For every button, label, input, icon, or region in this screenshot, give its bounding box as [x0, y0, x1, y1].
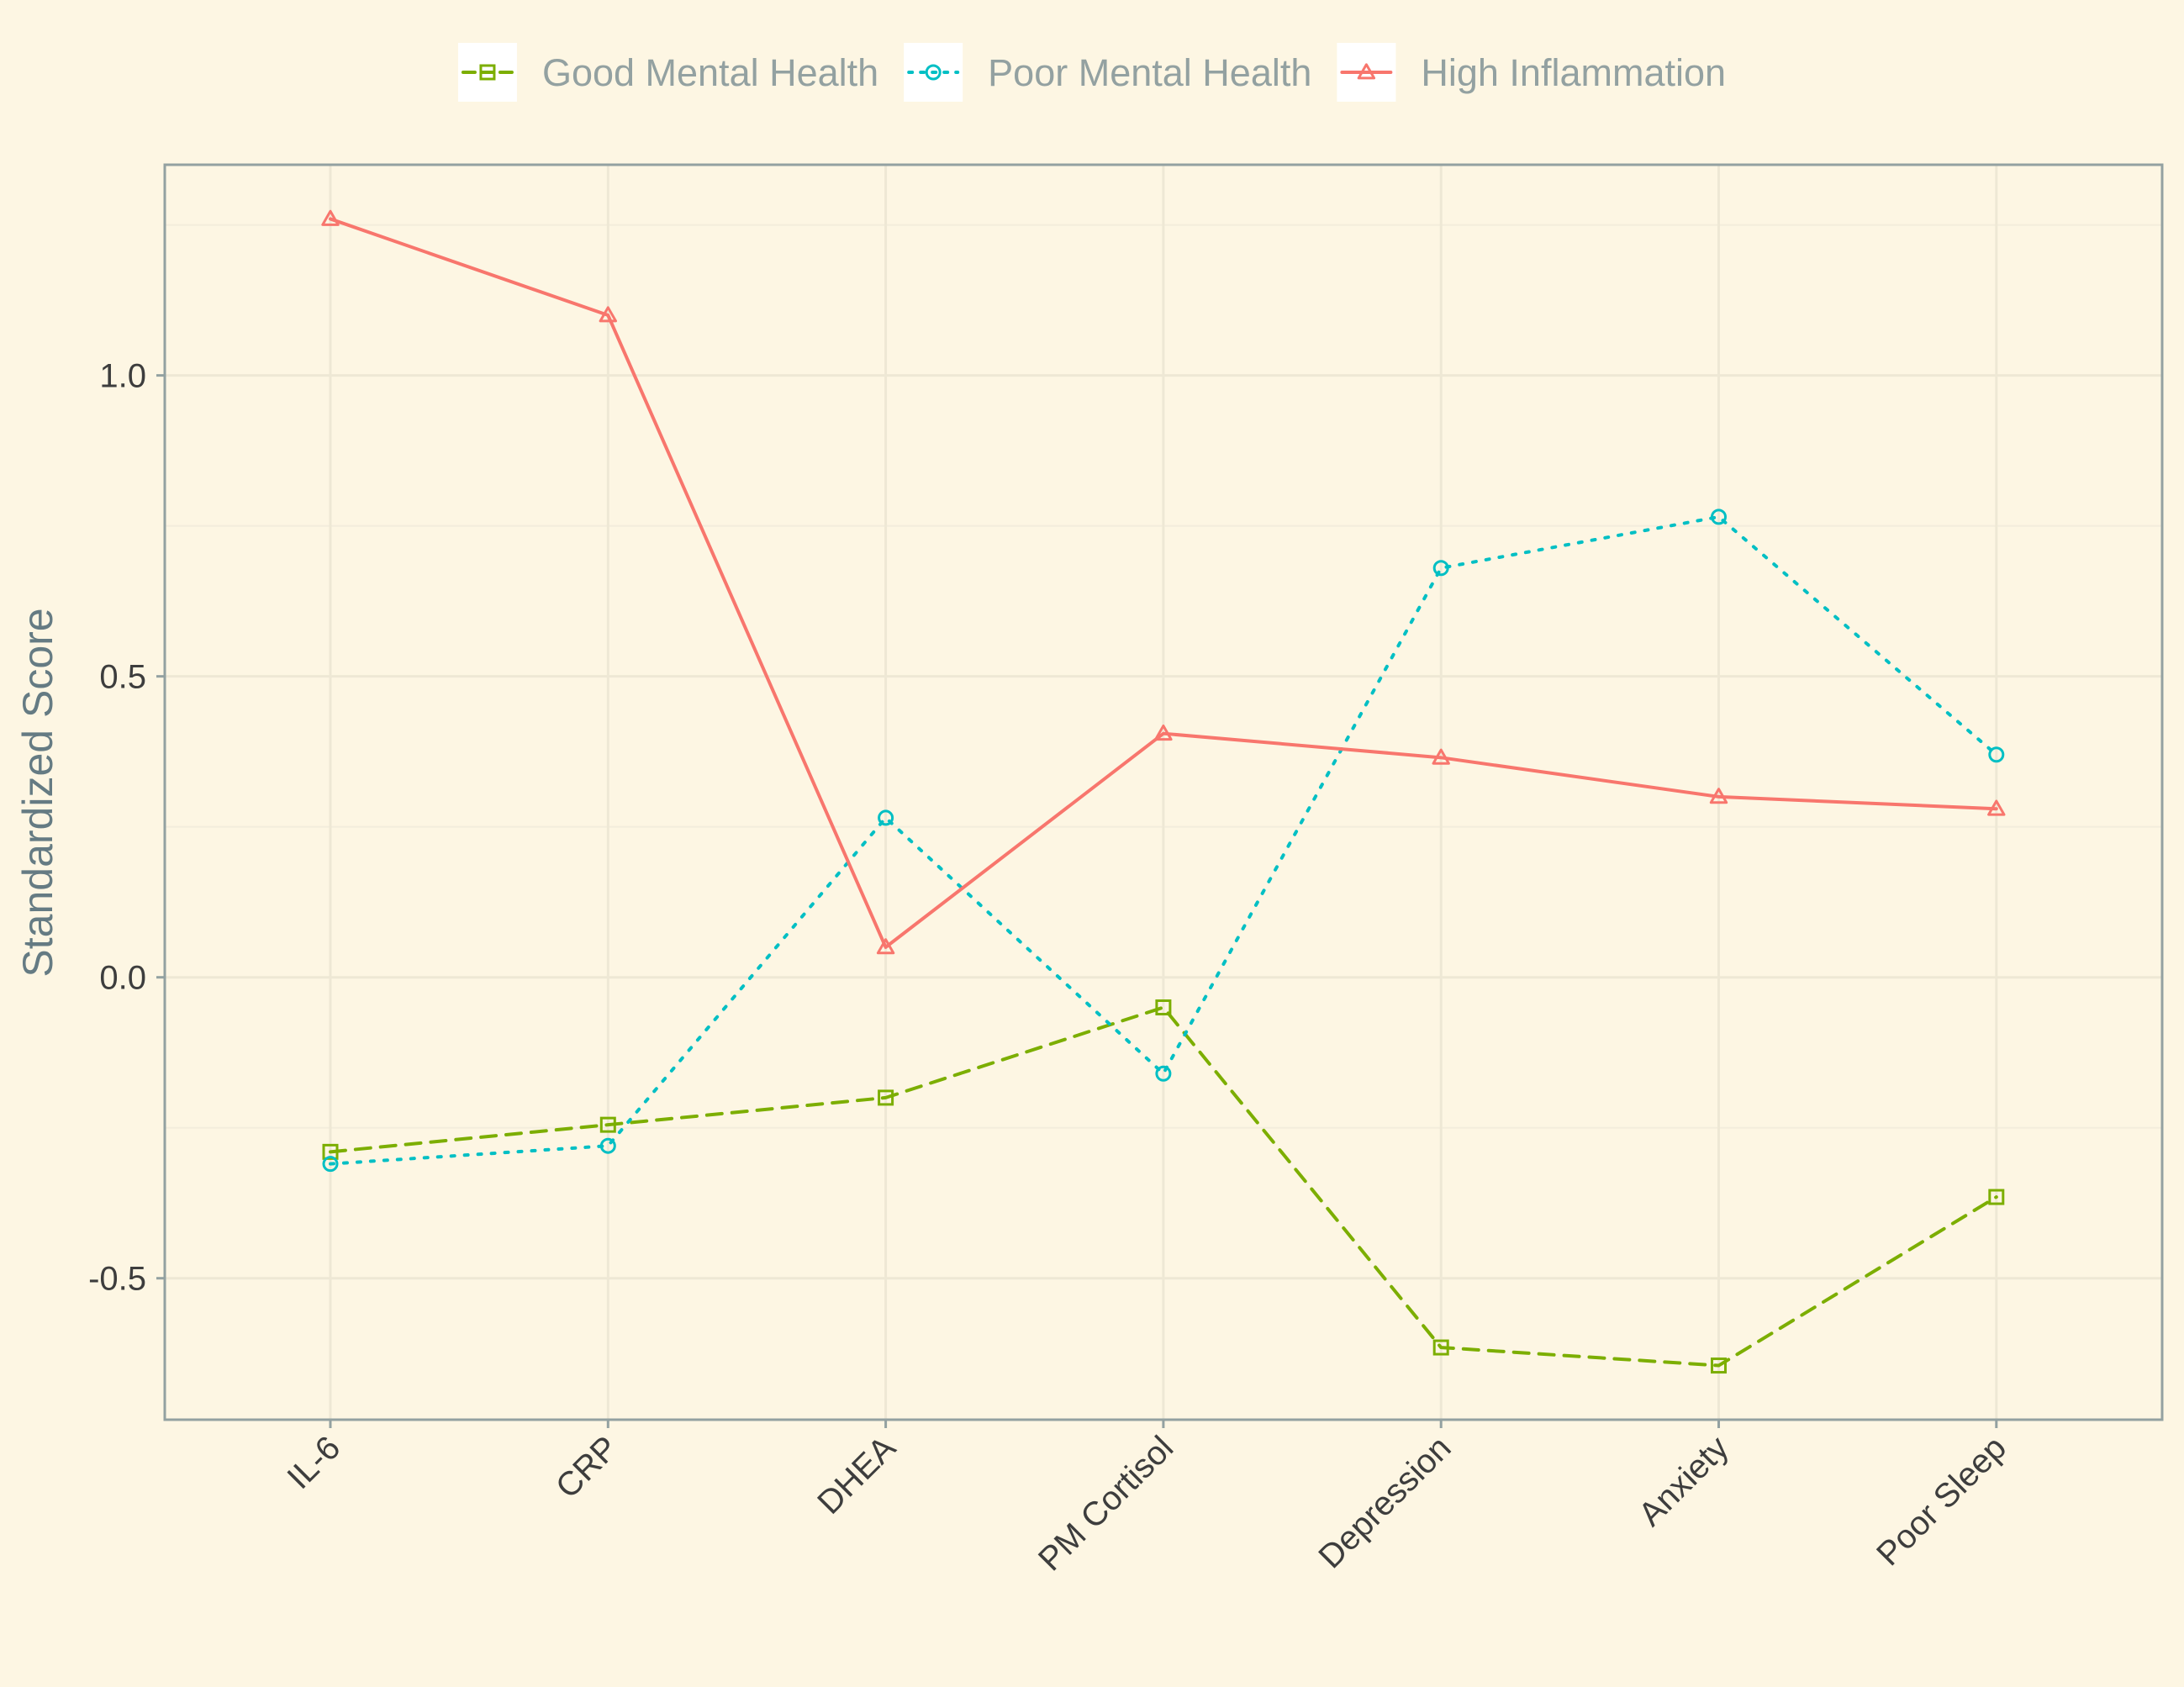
series-layer — [321, 209, 2006, 1374]
data-point-poor-mental-health — [1432, 560, 1449, 577]
legend-key-marker — [479, 64, 496, 81]
data-point-good-mental-health — [1988, 1189, 2005, 1205]
series-high-inflammation — [321, 209, 2006, 955]
legend-item-poor-mental-health: Poor Mental Health — [904, 43, 1311, 102]
data-point-good-mental-health — [1155, 999, 1172, 1015]
data-point-good-mental-health — [322, 1143, 339, 1160]
series-poor-mental-health — [322, 509, 2005, 1173]
y-tick-label: -0.5 — [88, 1261, 146, 1298]
data-point-good-mental-health — [1711, 1358, 1727, 1374]
data-point-high-inflammation — [1432, 748, 1450, 765]
legend-label: Poor Mental Health — [988, 51, 1311, 94]
y-axis-title: Standardized Score — [14, 608, 61, 977]
grid-lines — [165, 165, 2162, 1420]
legend: Good Mental Health Poor Mental Health High… — [457, 43, 1726, 102]
legend-item-good-mental-health: Good Mental Health — [457, 43, 878, 102]
data-point-good-mental-health — [1432, 1339, 1449, 1356]
legend-key-marker — [925, 64, 942, 81]
data-point-high-inflammation — [1987, 799, 2006, 816]
legend-key-marker — [1357, 63, 1376, 80]
data-point-high-inflammation — [1709, 788, 1728, 804]
series-line-good-mental-health — [329, 1005, 1998, 1368]
data-point-good-mental-health — [878, 1089, 894, 1106]
data-point-good-mental-health — [599, 1116, 616, 1133]
y-tick-label: 0.5 — [99, 659, 146, 696]
data-point-high-inflammation — [599, 306, 617, 323]
series-line-high-inflammation — [329, 217, 1998, 949]
legend-label: Good Mental Health — [542, 51, 878, 94]
data-point-poor-mental-health — [878, 809, 894, 826]
legend-label: High Inflammation — [1421, 51, 1726, 94]
data-point-poor-mental-health — [599, 1137, 616, 1154]
legend-item-high-inflammation: High Inflammation — [1337, 43, 1726, 102]
data-point-poor-mental-health — [1711, 509, 1727, 525]
data-point-high-inflammation — [876, 938, 895, 955]
data-point-poor-mental-health — [1155, 1065, 1172, 1082]
data-point-poor-mental-health — [322, 1156, 339, 1173]
data-point-poor-mental-health — [1988, 746, 2005, 763]
y-axis: -0.5 0.0 0.5 1.0 — [88, 358, 165, 1298]
series-good-mental-health — [322, 999, 2005, 1374]
data-point-high-inflammation — [1154, 724, 1173, 741]
data-point-high-inflammation — [321, 209, 340, 226]
y-tick-label: 0.0 — [99, 960, 146, 997]
y-tick-label: 1.0 — [99, 358, 146, 395]
